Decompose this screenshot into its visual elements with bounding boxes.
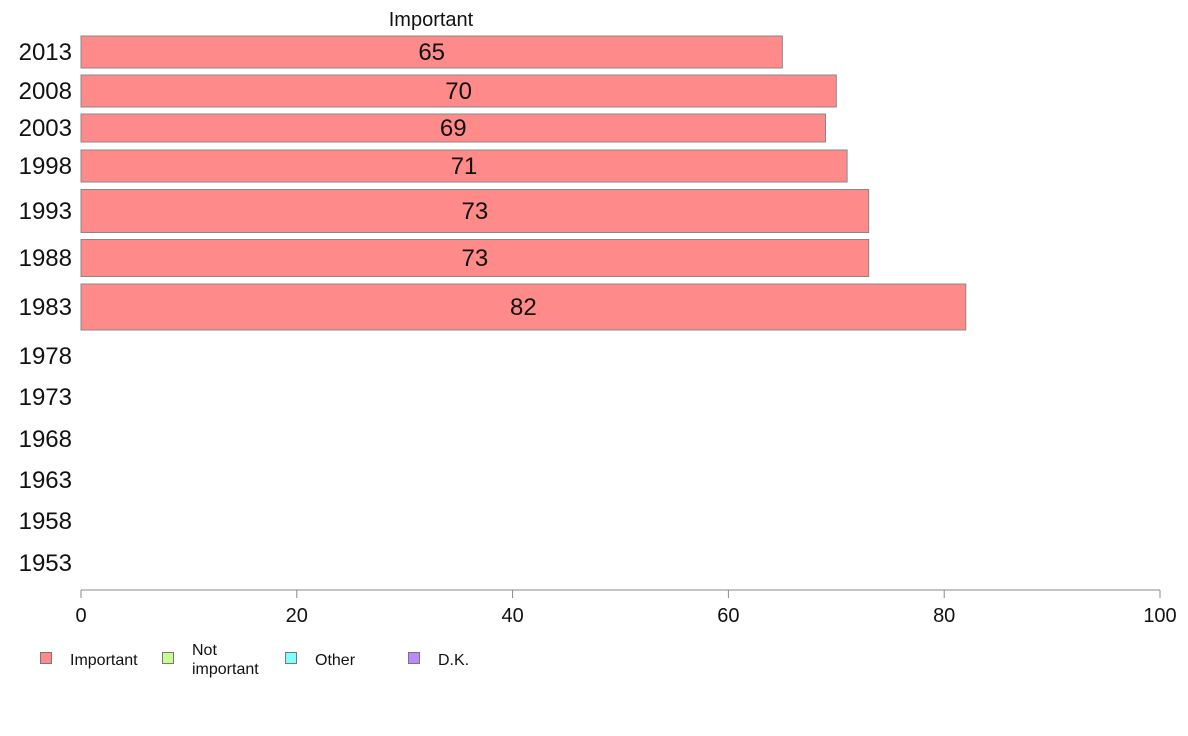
series-title: Important (389, 9, 474, 31)
y-tick-label-1978: 1978 (19, 343, 72, 370)
legend: Important Not important Other D.K. (40, 642, 640, 682)
bar-1998-important (80, 149, 848, 183)
y-tick-label-1973: 1973 (19, 384, 72, 411)
legend-label-not-important-line1: Not (192, 642, 217, 659)
y-tick-label-1993: 1993 (19, 198, 72, 225)
x-tick-label-40: 40 (501, 605, 523, 627)
y-tick-label-1983: 1983 (19, 294, 72, 321)
x-tick-label-0: 0 (75, 605, 86, 627)
bar-2008-important (80, 74, 837, 108)
data-label-1998: 71 (451, 153, 478, 180)
y-tick-label-2003: 2003 (19, 115, 72, 142)
legend-label-dk-line1: D.K. (438, 652, 470, 669)
data-label-2003: 69 (440, 115, 467, 142)
x-tick-label-100: 100 (1143, 605, 1176, 627)
x-tick-label-60: 60 (717, 605, 739, 627)
legend-label-not-important: Not important (192, 641, 259, 679)
y-tick-label-2008: 2008 (19, 78, 72, 105)
x-tick-label-80: 80 (933, 605, 955, 627)
bar-1988-important (80, 239, 870, 277)
y-tick-label-1988: 1988 (19, 245, 72, 272)
bar-1983-important (80, 283, 967, 331)
legend-label-not-important-line2: important (192, 661, 259, 678)
y-tick-label-1958: 1958 (19, 508, 72, 535)
bar-2013-important (80, 35, 783, 69)
legend-label-important-line1: Important (70, 652, 138, 669)
data-label-1983: 82 (510, 294, 537, 321)
legend-label-dk: D.K. (438, 651, 469, 670)
legend-swatch-other (285, 652, 297, 664)
y-tick-label-1953: 1953 (19, 550, 72, 577)
y-tick-label-1968: 1968 (19, 426, 72, 453)
legend-label-important: Important (70, 651, 138, 670)
x-tick-label-20: 20 (286, 605, 308, 627)
legend-label-other-line1: Other (315, 652, 356, 669)
legend-swatch-dk (408, 652, 420, 664)
legend-swatch-not-important (162, 652, 174, 664)
x-axis: 0 20 40 60 80 100 (75, 589, 1177, 627)
data-label-1993: 73 (461, 198, 488, 225)
bar-1993-important (80, 189, 870, 233)
legend-swatch-important (40, 652, 52, 664)
y-axis-labels: 2013 2008 2003 1998 1993 1988 1983 1978 1973 1968… (19, 39, 72, 577)
legend-label-other: Other (315, 651, 355, 670)
data-label-1988: 73 (461, 245, 488, 272)
data-label-2008: 70 (445, 78, 472, 105)
y-tick-label-2013: 2013 (19, 39, 72, 66)
data-label-2013: 65 (418, 39, 445, 66)
bar-2003-important (80, 113, 827, 143)
y-tick-label-1998: 1998 (19, 153, 72, 180)
y-tick-label-1963: 1963 (19, 467, 72, 494)
